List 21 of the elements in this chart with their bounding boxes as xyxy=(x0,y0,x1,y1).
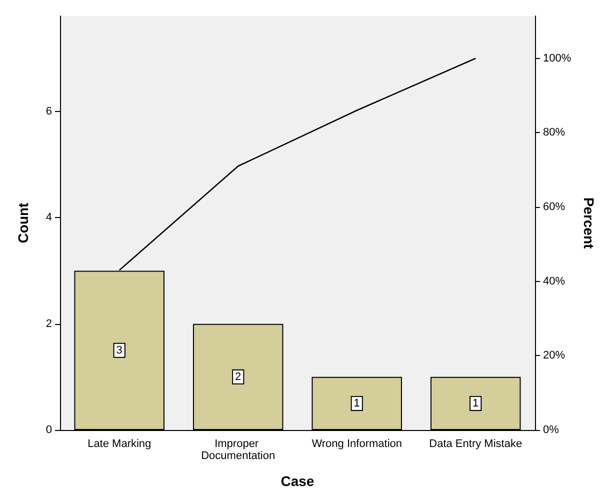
y2-tick-label: 60% xyxy=(542,201,566,214)
x-tick-label: Improper Documentation xyxy=(201,438,276,462)
y2-tick-label: 20% xyxy=(542,350,566,362)
y-tick-label: 6 xyxy=(46,106,52,118)
y-tick-label: 4 xyxy=(46,212,52,224)
x-tick-label: Late Marking xyxy=(88,438,152,450)
y2-tick-label: 0% xyxy=(542,424,560,436)
y2-tick-label: 100% xyxy=(542,52,572,64)
x-tick-label: Data Entry Mistake xyxy=(429,438,522,450)
y2-tick-label: 40% xyxy=(542,275,566,288)
y-tick-label: 2 xyxy=(46,318,52,330)
data-label: 2 xyxy=(235,370,242,383)
y2-tick-label: 80% xyxy=(542,126,566,139)
y2-axis-title: Percent xyxy=(581,197,597,250)
x-axis-title: Case xyxy=(280,473,314,489)
data-label: 1 xyxy=(472,397,479,410)
data-label: 1 xyxy=(354,397,360,410)
x-tick-label: Wrong Information xyxy=(312,438,402,450)
y-tick-label: 0 xyxy=(46,424,52,436)
data-label: 3 xyxy=(116,344,122,356)
y-axis-title: Count xyxy=(15,202,31,244)
